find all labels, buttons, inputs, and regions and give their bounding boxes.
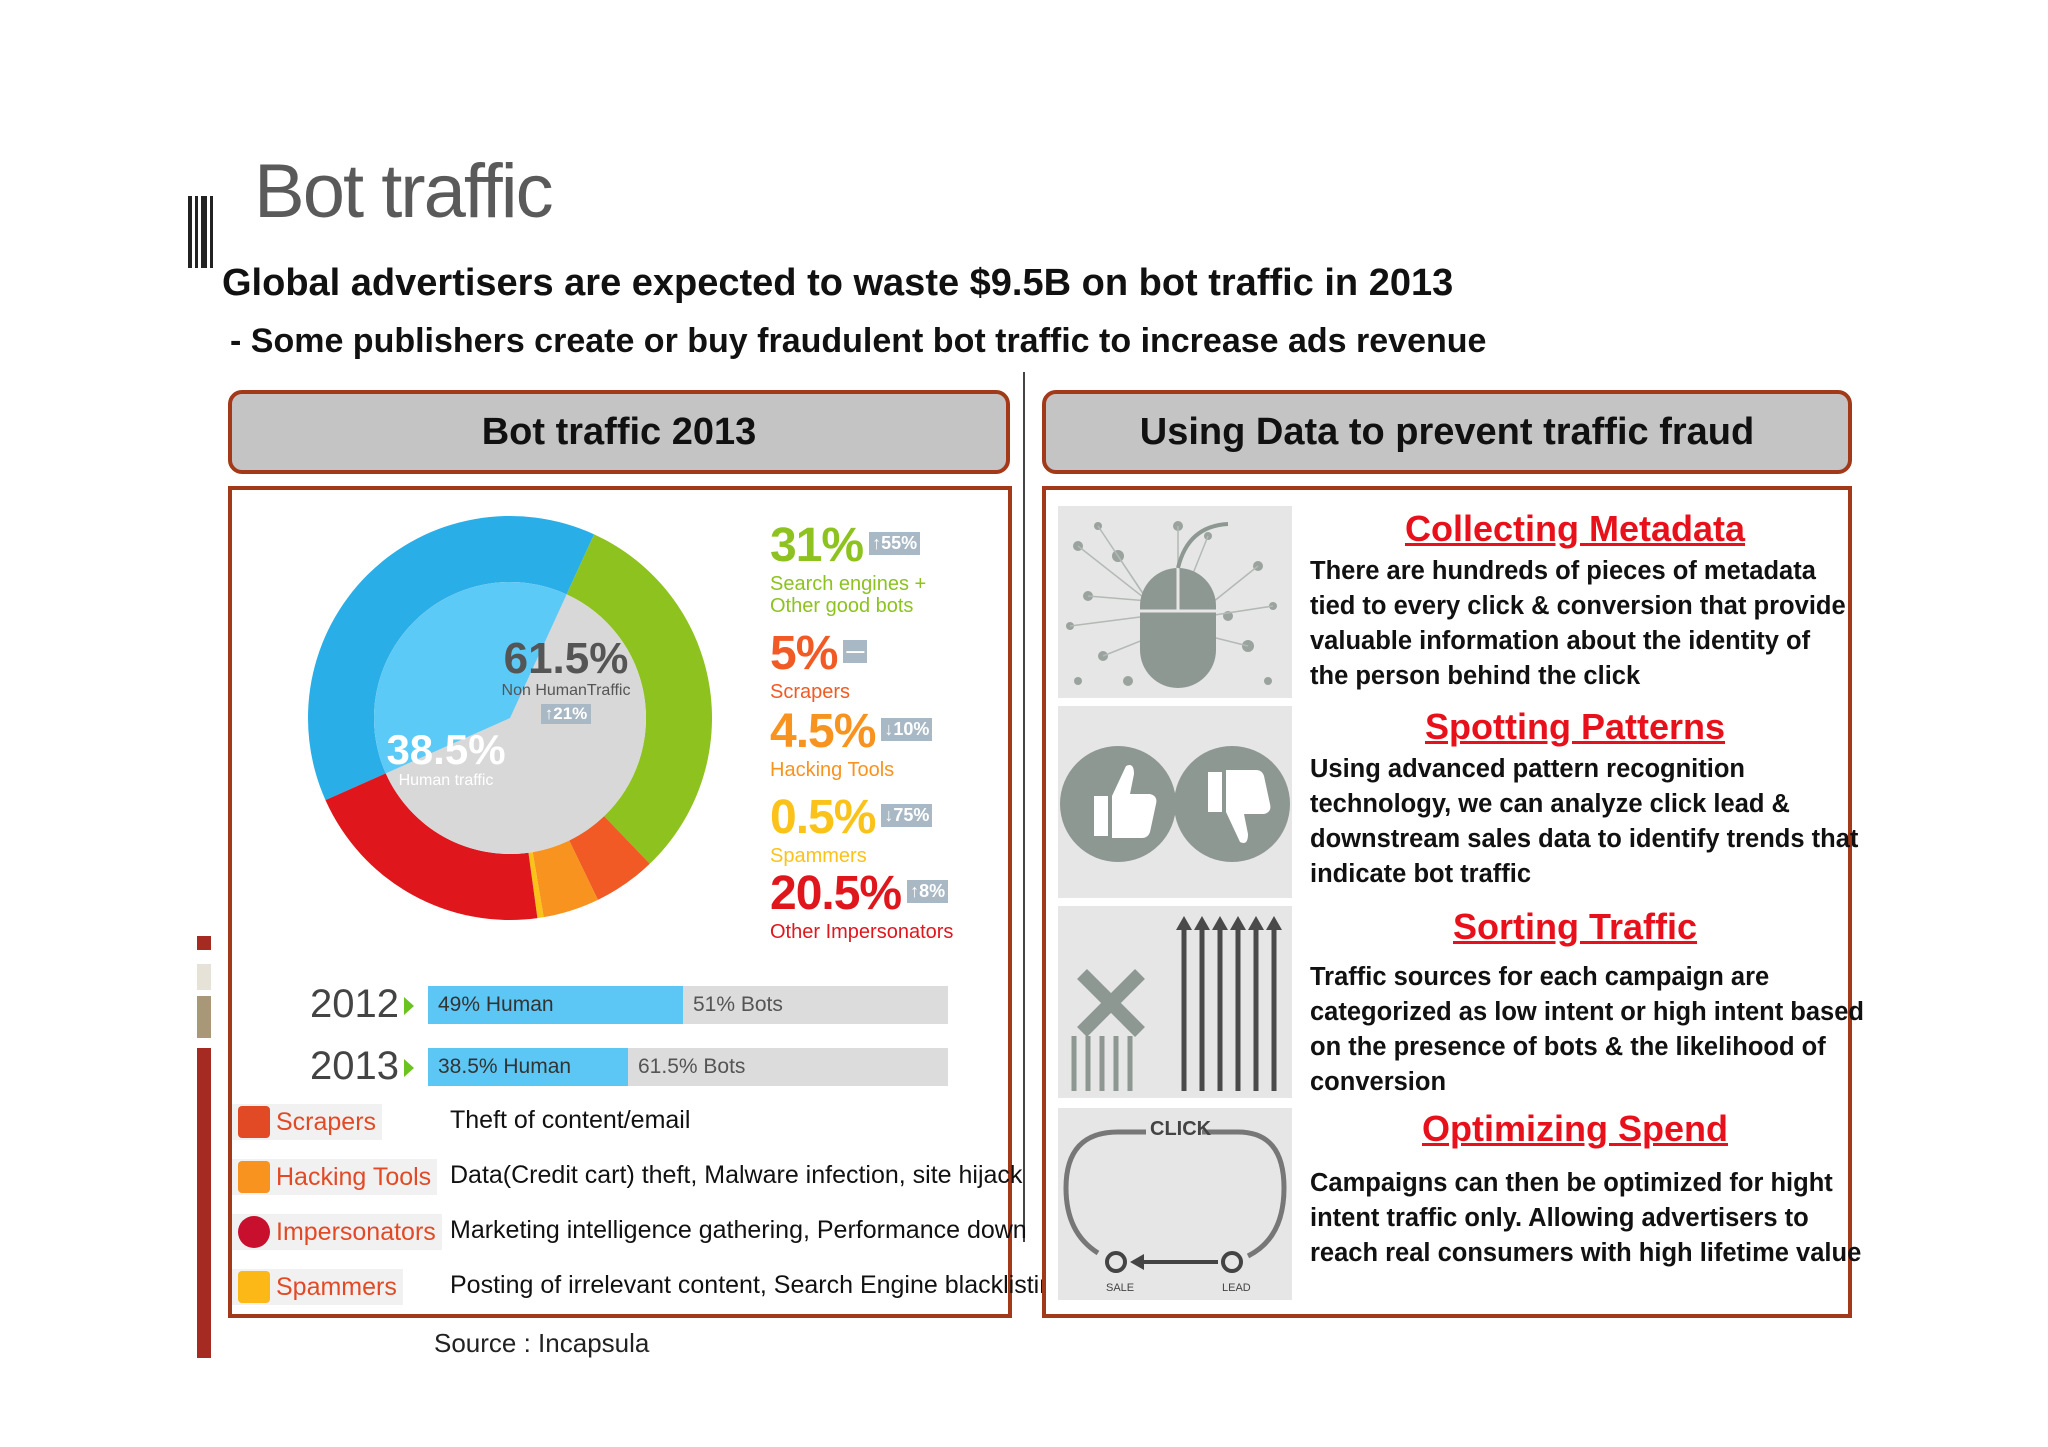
stat-change-badge: ↓75% bbox=[881, 804, 933, 827]
feature-description-line: valuable information about the identity … bbox=[1310, 627, 1811, 655]
feature-title: Sorting Traffic bbox=[1452, 906, 1698, 947]
year-label: 2013 bbox=[310, 1044, 399, 1088]
stat-change-badge: ↑8% bbox=[907, 880, 949, 903]
bot-type-name: Scrapers bbox=[276, 1107, 377, 1136]
stat-percent: 4.5% bbox=[770, 705, 876, 758]
bot-type-label: Scrapers bbox=[232, 1104, 383, 1140]
feature-title: Collecting Metadata bbox=[1404, 508, 1746, 549]
donut-center-badge: ↑21% bbox=[540, 704, 592, 724]
diagram-lead-label: LEAD bbox=[1222, 1282, 1251, 1294]
bot-type-name: Impersonators bbox=[276, 1217, 436, 1246]
stat-description: Search engines + bbox=[770, 573, 927, 595]
hacking-icon bbox=[238, 1161, 270, 1193]
center-divider bbox=[1023, 372, 1025, 1242]
bot-type-label: Hacking Tools bbox=[232, 1159, 438, 1195]
stat-change-badge: ↓10% bbox=[881, 718, 933, 741]
stat-item: 0.5% ↓75% Spammers bbox=[770, 790, 933, 867]
donut-human-inner bbox=[374, 582, 567, 774]
thumbs-icon bbox=[1058, 706, 1292, 898]
title-bars-decor bbox=[188, 196, 218, 268]
stat-change-badge: ↑55% bbox=[869, 532, 921, 555]
stat-percent: 20.5% bbox=[770, 867, 902, 920]
donut-center-pct: 61.5% bbox=[503, 634, 629, 683]
feature-description-line: tied to every click & conversion that pr… bbox=[1310, 592, 1846, 620]
feature-description-line: categorized as low intent or high intent… bbox=[1310, 998, 1864, 1026]
mouse-network-icon bbox=[1058, 506, 1292, 698]
bot-type-description: Data(Credit cart) theft, Malware infecti… bbox=[450, 1161, 1023, 1189]
donut-slice-scrapers bbox=[569, 816, 650, 900]
donut-slice-good-bots bbox=[566, 534, 712, 864]
feature-description-line: intent traffic only. Allowing advertiser… bbox=[1310, 1204, 1809, 1232]
feature-description-line: on the presence of bots & the likelihood… bbox=[1310, 1033, 1826, 1061]
year-row: 2013 38.5% Human 61.5% Bots bbox=[310, 1044, 950, 1092]
stat-description: Spammers bbox=[770, 845, 867, 867]
stat-percent: 0.5% bbox=[770, 791, 876, 844]
feature-description-line: reach real consumers with high lifetime … bbox=[1310, 1239, 1862, 1267]
scraper-icon bbox=[238, 1106, 270, 1138]
feature-description-line: technology, we can analyze click lead & bbox=[1310, 790, 1790, 818]
donut-center-label: 61.5% Non HumanTraffic ↑21% bbox=[496, 636, 636, 724]
stat-percent: 31% bbox=[770, 519, 864, 572]
feature-description-line: Campaigns can then be optimized for high… bbox=[1310, 1169, 1833, 1197]
human-share-bar: 38.5% Human bbox=[428, 1048, 628, 1086]
source-note: Source : Incapsula bbox=[434, 1328, 650, 1358]
feature-description-line: There are hundreds of pieces of metadata bbox=[1310, 557, 1816, 585]
bot-traffic-donut-chart bbox=[308, 516, 712, 920]
donut-human-text: Human traffic bbox=[398, 772, 494, 789]
stat-description: Scrapers bbox=[770, 681, 851, 703]
year-label: 2012 bbox=[310, 982, 399, 1026]
feature-description-line: Traffic sources for each campaign are bbox=[1310, 963, 1770, 991]
left-panel-header: Bot traffic 2013 bbox=[228, 390, 1010, 474]
stat-description: Other Impersonators bbox=[770, 921, 954, 943]
bot-type-name: Spammers bbox=[276, 1272, 397, 1301]
diagram-click-label: CLICK bbox=[1150, 1118, 1212, 1140]
year-arrow-icon bbox=[404, 1059, 414, 1077]
stat-item: 4.5% ↓10% Hacking Tools bbox=[770, 704, 933, 781]
feature-description-line: conversion bbox=[1310, 1068, 1447, 1096]
donut-human-label: 38.5% Human traffic bbox=[376, 728, 516, 790]
stat-change-badge: — bbox=[843, 640, 868, 663]
donut-slice-impersonators bbox=[325, 773, 538, 920]
left-decor-bar bbox=[197, 936, 211, 1358]
click-cycle-icon bbox=[1058, 1108, 1292, 1300]
bot-type-label: Spammers bbox=[232, 1269, 403, 1305]
stat-item: 20.5% ↑8% Other Impersonators bbox=[770, 866, 953, 943]
impersonator-icon bbox=[238, 1216, 270, 1248]
bots-share-bar: 61.5% Bots bbox=[628, 1048, 948, 1086]
feature-title: Spotting Patterns bbox=[1424, 706, 1725, 747]
bots-share-bar: 51% Bots bbox=[683, 986, 948, 1024]
slide-bullet: - Some publishers create or buy fraudule… bbox=[230, 322, 1487, 360]
donut-center-text: Non HumanTraffic bbox=[501, 682, 631, 699]
donut-human-pct: 38.5% bbox=[386, 726, 506, 773]
stat-item: 5% — Scrapers bbox=[770, 626, 868, 703]
stat-description: Other good bots bbox=[770, 595, 914, 617]
feature-title: Optimizing Spend bbox=[1422, 1108, 1728, 1149]
year-arrow-icon bbox=[404, 997, 414, 1015]
donut-slice-hacking-tools bbox=[532, 840, 598, 918]
feature-description-line: indicate bot traffic bbox=[1310, 860, 1532, 888]
stat-percent: 5% bbox=[770, 627, 838, 680]
diagram-sale-label: SALE bbox=[1106, 1282, 1135, 1294]
spammer-icon bbox=[238, 1271, 270, 1303]
bot-type-name: Hacking Tools bbox=[276, 1162, 432, 1191]
feature-description-line: downstream sales data to identify trends… bbox=[1310, 825, 1859, 853]
feature-description-line: the person behind the click bbox=[1310, 662, 1641, 690]
sorting-arrows-icon bbox=[1058, 906, 1292, 1098]
year-row: 2012 49% Human 51% Bots bbox=[310, 982, 950, 1030]
bot-type-description: Theft of content/email bbox=[450, 1106, 691, 1134]
slide-subtitle: Global advertisers are expected to waste… bbox=[222, 262, 1454, 304]
slide-title: Bot traffic bbox=[254, 149, 554, 234]
donut-slice-human bbox=[308, 516, 595, 801]
feature-description-line: Using advanced pattern recognition bbox=[1310, 755, 1745, 783]
bot-type-description: Marketing intelligence gathering, Perfor… bbox=[450, 1216, 1027, 1244]
stat-item: 31% ↑55% Search engines + Other good bots bbox=[770, 518, 926, 617]
bot-type-label: Impersonators bbox=[232, 1214, 442, 1250]
bot-type-description: Posting of irrelevant content, Search En… bbox=[450, 1271, 1068, 1299]
human-share-bar: 49% Human bbox=[428, 986, 683, 1024]
right-panel-header: Using Data to prevent traffic fraud bbox=[1042, 390, 1852, 474]
stat-description: Hacking Tools bbox=[770, 759, 895, 781]
donut-slice-spammers bbox=[528, 852, 544, 919]
